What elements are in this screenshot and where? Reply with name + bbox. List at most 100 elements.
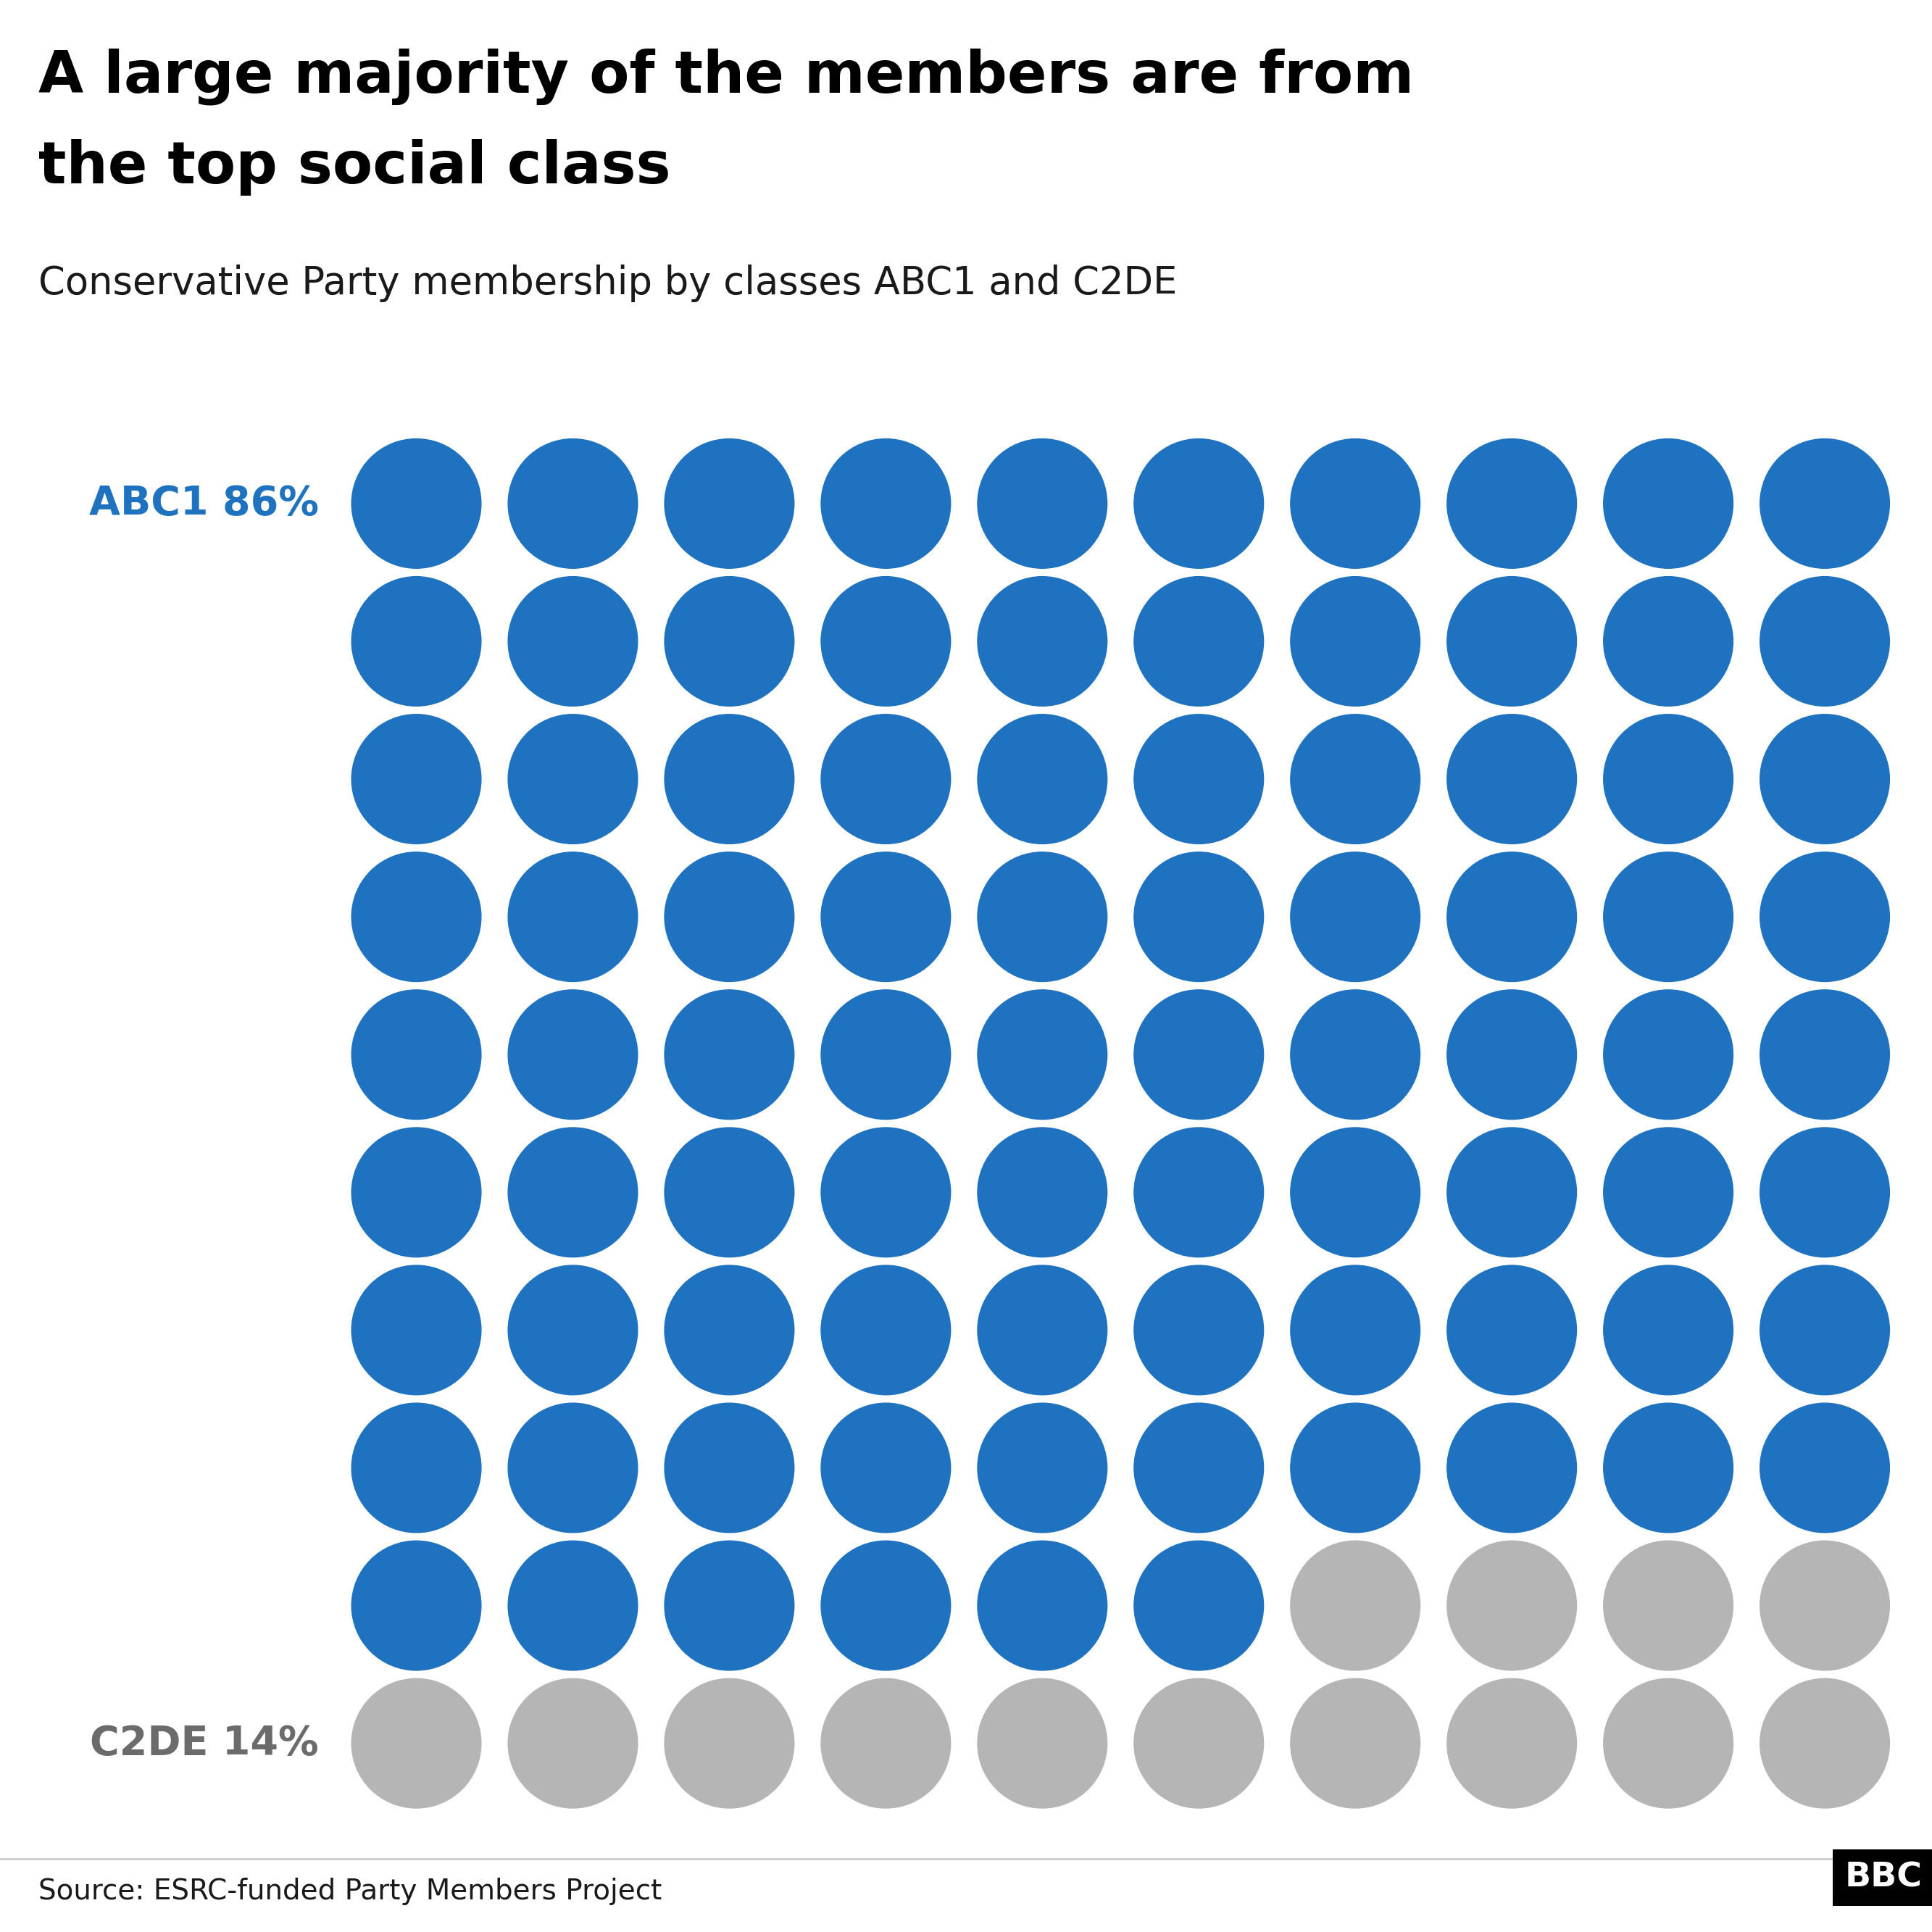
Circle shape — [978, 1542, 1107, 1671]
Circle shape — [1447, 852, 1577, 981]
Circle shape — [508, 1679, 638, 1808]
Circle shape — [821, 852, 951, 981]
Circle shape — [352, 576, 481, 705]
Circle shape — [1604, 1128, 1733, 1258]
Circle shape — [1134, 989, 1264, 1119]
Circle shape — [978, 1403, 1107, 1532]
Circle shape — [1134, 852, 1264, 981]
Circle shape — [352, 1542, 481, 1671]
Circle shape — [978, 576, 1107, 705]
Circle shape — [352, 1679, 481, 1808]
Circle shape — [821, 1265, 951, 1395]
Circle shape — [1291, 1265, 1420, 1395]
Circle shape — [1604, 989, 1733, 1119]
Text: Conservative Party membership by classes ABC1 and C2DE: Conservative Party membership by classes… — [39, 265, 1177, 303]
Circle shape — [352, 989, 481, 1119]
Circle shape — [1291, 1542, 1420, 1671]
Circle shape — [1134, 1403, 1264, 1532]
Circle shape — [1604, 576, 1733, 705]
Circle shape — [508, 852, 638, 981]
Circle shape — [1604, 1265, 1733, 1395]
Circle shape — [1760, 715, 1889, 844]
Circle shape — [508, 989, 638, 1119]
Circle shape — [1604, 439, 1733, 568]
Circle shape — [1447, 439, 1577, 568]
Circle shape — [1447, 1265, 1577, 1395]
Circle shape — [1447, 1128, 1577, 1258]
Circle shape — [1291, 989, 1420, 1119]
Circle shape — [1760, 1679, 1889, 1808]
Circle shape — [508, 1403, 638, 1532]
Circle shape — [1134, 1128, 1264, 1258]
Circle shape — [821, 1403, 951, 1532]
Circle shape — [665, 439, 794, 568]
Circle shape — [1447, 1679, 1577, 1808]
Circle shape — [1760, 852, 1889, 981]
Circle shape — [1760, 1265, 1889, 1395]
Circle shape — [352, 1403, 481, 1532]
Circle shape — [1134, 1265, 1264, 1395]
Circle shape — [1291, 1128, 1420, 1258]
Circle shape — [1604, 1542, 1733, 1671]
Circle shape — [352, 439, 481, 568]
Circle shape — [665, 1403, 794, 1532]
Circle shape — [665, 989, 794, 1119]
Circle shape — [1760, 439, 1889, 568]
Text: BBC: BBC — [1845, 1862, 1922, 1893]
Circle shape — [1604, 852, 1733, 981]
Circle shape — [1447, 715, 1577, 844]
Circle shape — [508, 439, 638, 568]
Circle shape — [1134, 1542, 1264, 1671]
Circle shape — [821, 715, 951, 844]
Circle shape — [1760, 576, 1889, 705]
Circle shape — [821, 1542, 951, 1671]
Text: the top social class: the top social class — [39, 139, 670, 195]
Circle shape — [665, 576, 794, 705]
Text: A large majority of the members are from: A large majority of the members are from — [39, 48, 1414, 104]
Circle shape — [352, 852, 481, 981]
Circle shape — [978, 989, 1107, 1119]
Circle shape — [665, 1542, 794, 1671]
Circle shape — [1291, 715, 1420, 844]
Circle shape — [821, 1679, 951, 1808]
Circle shape — [508, 715, 638, 844]
Circle shape — [1760, 1128, 1889, 1258]
Circle shape — [1134, 576, 1264, 705]
Circle shape — [1447, 989, 1577, 1119]
Circle shape — [665, 1128, 794, 1258]
Circle shape — [665, 715, 794, 844]
Circle shape — [1134, 715, 1264, 844]
Circle shape — [978, 439, 1107, 568]
Circle shape — [978, 1128, 1107, 1258]
Circle shape — [1291, 852, 1420, 981]
Circle shape — [1604, 1403, 1733, 1532]
Circle shape — [1447, 1542, 1577, 1671]
Circle shape — [821, 576, 951, 705]
Circle shape — [508, 1128, 638, 1258]
Circle shape — [1447, 576, 1577, 705]
Circle shape — [1291, 1403, 1420, 1532]
Circle shape — [1291, 439, 1420, 568]
Text: C2DE 14%: C2DE 14% — [91, 1723, 319, 1762]
Circle shape — [508, 1265, 638, 1395]
Circle shape — [352, 1128, 481, 1258]
Circle shape — [665, 852, 794, 981]
Circle shape — [978, 1679, 1107, 1808]
Circle shape — [352, 1265, 481, 1395]
Text: ABC1 86%: ABC1 86% — [89, 485, 319, 524]
Circle shape — [1134, 439, 1264, 568]
Circle shape — [1760, 1542, 1889, 1671]
Circle shape — [1291, 1679, 1420, 1808]
Circle shape — [821, 989, 951, 1119]
Circle shape — [1134, 1679, 1264, 1808]
Circle shape — [1760, 1403, 1889, 1532]
Circle shape — [665, 1679, 794, 1808]
Circle shape — [1604, 1679, 1733, 1808]
Text: Source: ESRC-funded Party Members Project: Source: ESRC-funded Party Members Projec… — [39, 1878, 663, 1905]
Circle shape — [1291, 576, 1420, 705]
Circle shape — [665, 1265, 794, 1395]
Circle shape — [978, 715, 1107, 844]
Circle shape — [978, 852, 1107, 981]
Circle shape — [1760, 989, 1889, 1119]
Circle shape — [1604, 715, 1733, 844]
